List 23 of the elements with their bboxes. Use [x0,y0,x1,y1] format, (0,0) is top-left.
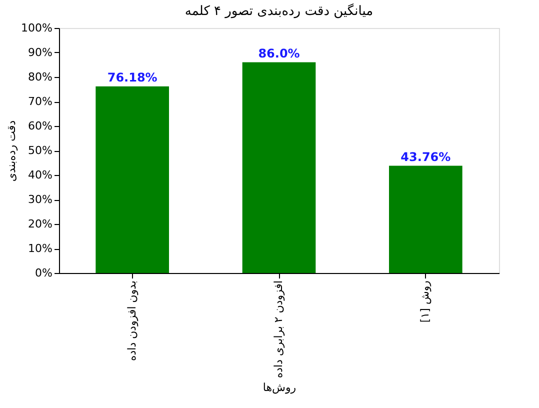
bar [389,166,462,273]
x-axis-title: روش‌ها [262,381,296,394]
bar [96,86,169,273]
bar [242,62,316,273]
y-tick-label: 100% [21,22,52,34]
y-tick-label: 20% [28,218,52,230]
data-label: 43.76% [400,150,451,164]
data-label: 76.18% [107,70,158,84]
x-tick-label: روش [۱] [418,280,432,323]
y-tick-label: 50% [28,144,52,157]
y-tick-label: 80% [28,70,52,84]
y-tick-label: 0% [35,266,52,280]
y-tick-label: 90% [28,46,52,59]
y-tick-label: 30% [28,193,52,206]
x-tick-label: افزودن ۲ برابری داده [272,280,285,378]
y-tick-label: 70% [28,95,52,108]
y-tick-label: 10% [28,242,52,255]
y-tick-label: 60% [28,120,52,132]
data-label: 86.0% [258,46,300,60]
x-tick-label: بدون افزودن داده [125,280,138,362]
y-tick-label: 40% [28,168,52,182]
y-axis-title: دقت رده‌بندی [5,120,18,182]
chart-title: میانگین دقت رده‌بندی تصور ۴ کلمه [184,3,374,19]
